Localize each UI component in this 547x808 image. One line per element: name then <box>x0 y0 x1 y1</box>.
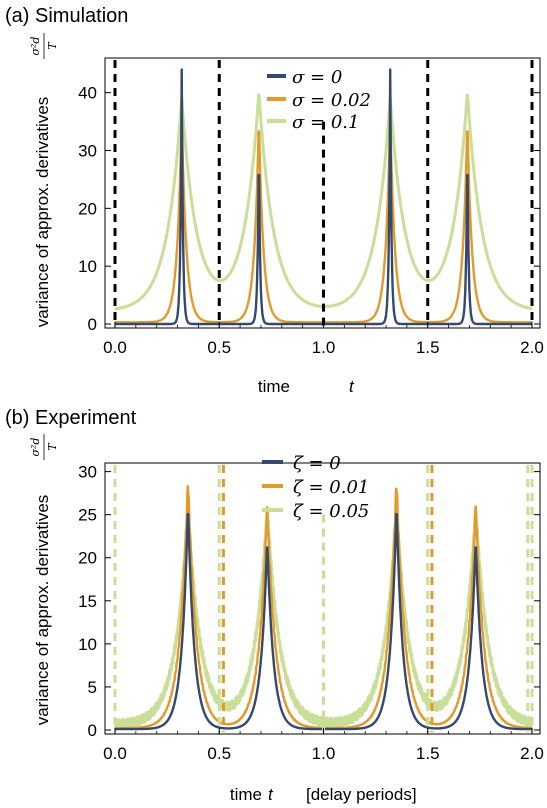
legend-entry: ζ = 0.01 <box>293 477 369 498</box>
x-tick-label: 0.5 <box>207 744 231 763</box>
y-tick-label: 30 <box>78 142 97 161</box>
x-tick-label: 2.0 <box>520 338 544 357</box>
x-axis-label-text: time <box>258 377 290 396</box>
y-tick-label: 20 <box>78 549 97 568</box>
y-symbol-numerator: σ²d <box>29 438 42 457</box>
x-tick-label: 1.5 <box>416 338 440 357</box>
legend: ζ = 0 ζ = 0.01 ζ = 0.05 <box>262 453 369 522</box>
legend-entry: σ = 0.02 <box>292 90 371 111</box>
panel-title: (b) Experiment <box>5 407 137 429</box>
x-tick-label: 2.0 <box>520 744 544 763</box>
x-axis-unit: [delay periods] <box>306 785 417 804</box>
x-tick-label: 0.0 <box>103 744 127 763</box>
x-tick-label: 0.5 <box>207 338 231 357</box>
y-symbol-denominator: T <box>46 442 59 451</box>
plot-area: 0 10 20 30 40 0.0 0.5 1.0 1.5 2.0 <box>78 57 544 357</box>
x-tick-label: 1.0 <box>312 744 336 763</box>
legend-entry: ζ = 0 <box>293 453 341 474</box>
y-symbol-denominator: T <box>46 41 59 50</box>
x-axis-symbol: t <box>268 785 274 804</box>
legend-entry: σ = 0 <box>292 67 342 88</box>
y-tick-label: 0 <box>88 721 97 740</box>
x-tick-label: 0.0 <box>103 338 127 357</box>
panel-experiment: (b) Experiment σ²d T variance of approx.… <box>5 407 544 804</box>
y-symbol: σ²d T <box>29 33 59 59</box>
y-tick-label: 40 <box>78 84 97 103</box>
legend-entry: ζ = 0.05 <box>293 501 369 522</box>
y-axis-label: variance of approx. derivatives <box>33 97 52 328</box>
x-axis-label: time t [delay periods] <box>230 785 417 804</box>
y-tick-label: 10 <box>78 257 97 276</box>
x-tick-label: 1.5 <box>416 744 440 763</box>
panel-title: (a) Simulation <box>5 5 128 27</box>
y-tick-label: 20 <box>78 199 97 218</box>
legend-entry: σ = 0.1 <box>292 112 359 133</box>
y-tick-label: 30 <box>78 463 97 482</box>
x-tick-label: 1.0 <box>312 338 336 357</box>
y-tick-label: 10 <box>78 635 97 654</box>
y-tick-label: 25 <box>78 506 97 525</box>
x-axis-symbol: t <box>349 377 355 396</box>
legend: σ = 0 σ = 0.02 σ = 0.1 <box>267 67 371 133</box>
y-axis-label: variance of approx. derivatives <box>33 495 52 726</box>
y-symbol: σ²d T <box>29 434 59 460</box>
plot-area: 0 5 10 15 20 25 30 0.0 0.5 1.0 1.5 2.0 <box>78 462 544 763</box>
y-tick-label: 0 <box>88 315 97 334</box>
plot-frame <box>104 462 541 735</box>
x-axis-label: time t <box>258 377 355 396</box>
y-tick-label: 15 <box>78 592 97 611</box>
x-axis-label-text: time <box>230 785 262 804</box>
panel-simulation: (a) Simulation σ²d T variance of approx.… <box>5 5 544 396</box>
y-tick-label: 5 <box>88 678 97 697</box>
y-symbol-numerator: σ²d <box>29 37 42 56</box>
plot-frame <box>104 57 541 329</box>
